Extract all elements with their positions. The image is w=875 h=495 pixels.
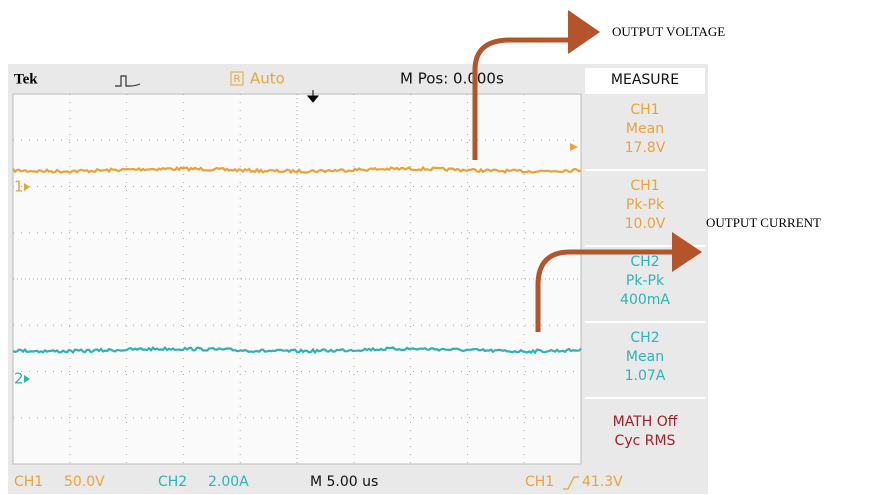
screenshot: Tek R Auto M Pos: 0.000s MEASURE CH1 Mean… [0, 0, 875, 495]
measure-source: CH1 [630, 102, 659, 118]
trigger-icon: R [234, 74, 241, 85]
timebase: M 5.00 us [310, 474, 378, 490]
position: M Pos: 0.000s [400, 70, 504, 88]
measure-kind: Pk-Pk [626, 197, 665, 213]
trigger-level: 41.3V [582, 474, 623, 490]
measure-kind: Mean [626, 121, 664, 137]
trigger-mode: Auto [250, 70, 285, 88]
brand: Tek [14, 71, 38, 87]
measure-source: CH2 [630, 330, 659, 346]
ch2-label: CH2 [158, 474, 187, 490]
ch2-scale: 2.00A [208, 474, 249, 490]
ch2-marker: 2 [14, 370, 24, 388]
measure-source: CH1 [630, 178, 659, 194]
annotation-current: OUTPUT CURRENT [706, 215, 821, 230]
ch1-scale: 50.0V [64, 474, 105, 490]
annotation-voltage: OUTPUT VOLTAGE [612, 24, 725, 39]
ch1-label: CH1 [14, 474, 43, 490]
trigger-source: CH1 [525, 474, 554, 490]
measure-reading: 400mA [620, 292, 670, 308]
measure-source: CH2 [630, 254, 659, 270]
measure-title: MEASURE [611, 72, 679, 88]
measure-kind: Pk-Pk [626, 273, 665, 289]
measure-reading: 1.07A [625, 368, 666, 384]
measure-reading: 17.8V [625, 140, 666, 156]
measure-reading: 10.0V [625, 216, 666, 232]
voltage-arrowhead [568, 10, 600, 54]
math-mode: Cyc RMS [615, 433, 676, 449]
ch1-marker: 1 [14, 178, 24, 196]
math-status: MATH Off [613, 414, 678, 430]
measure-kind: Mean [626, 349, 664, 365]
